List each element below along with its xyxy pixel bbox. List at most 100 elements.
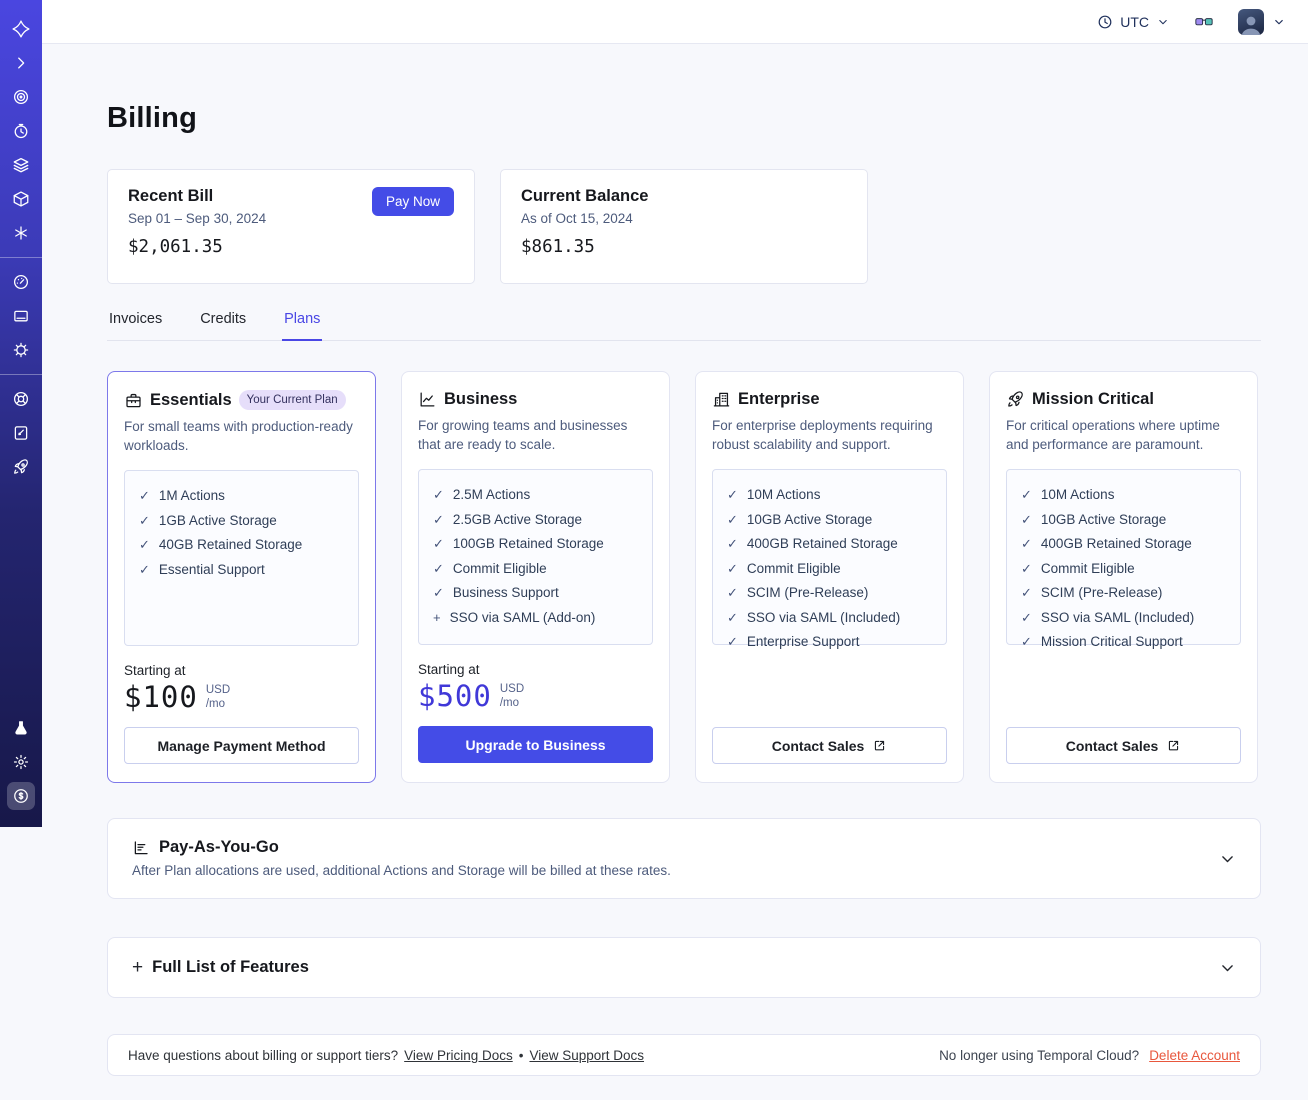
view-support-docs-link[interactable]: View Support Docs: [529, 1047, 645, 1063]
current-balance-card: Current Balance As of Oct 15, 2024 $861.…: [500, 169, 868, 284]
feature-box: ✓ 10M Actions ✓ 10GB Active Storage ✓ 400GB…: [1006, 469, 1241, 649]
chevron-down-icon[interactable]: [1219, 850, 1236, 867]
price-currency: USD: [205, 683, 231, 696]
feature-item: ✓ Mission Critical Support: [1021, 634, 1183, 650]
page-title: Billing: [107, 102, 198, 134]
check-icon: ✓: [433, 560, 444, 576]
feature-item: ✓ Commit Eligible: [433, 560, 547, 576]
usage-gauge-icon[interactable]: [7, 268, 35, 296]
pay-as-you-go-accordion[interactable]: Pay-As-You-Go After Plan allocations are…: [107, 818, 1261, 900]
chevron-down-icon: [1159, 19, 1167, 24]
check-icon: ✓: [433, 536, 444, 552]
check-icon: ✓: [433, 511, 444, 527]
feature-item: ✓ 400GB Retained Storage: [1021, 536, 1192, 552]
building-icon: [713, 392, 730, 407]
sidebar-divider: [0, 257, 42, 258]
namespaces-icon[interactable]: [7, 83, 35, 111]
settings-gear-icon[interactable]: [7, 336, 35, 364]
chevron-down-icon[interactable]: [1219, 959, 1236, 976]
check-icon: ✓: [1021, 634, 1032, 650]
support-lifebuoy-icon[interactable]: [7, 385, 35, 413]
timezone-selector[interactable]: UTC: [1097, 14, 1170, 30]
external-link-icon: [875, 741, 885, 751]
labs-flask-icon[interactable]: [7, 714, 35, 742]
full-features-accordion[interactable]: + Full List of Features: [107, 937, 1261, 999]
current-balance-amount: $861.35: [521, 237, 595, 257]
feature-item: ✓ SSO via SAML (Included): [1021, 609, 1195, 625]
pay-now-button[interactable]: Pay Now: [371, 187, 454, 216]
delete-question: No longer using Temporal Cloud?: [939, 1047, 1140, 1063]
feature-item: ✓ 2.5M Actions: [433, 487, 531, 503]
check-icon: ✓: [139, 488, 150, 504]
check-icon: ✓: [727, 634, 738, 650]
tab-credits[interactable]: Credits: [200, 311, 247, 327]
billing-dollar-icon[interactable]: [7, 782, 35, 810]
chevron-down-icon: [1275, 19, 1283, 24]
docs-book-icon[interactable]: [7, 419, 35, 447]
delete-account-link[interactable]: Delete Account: [1149, 1047, 1240, 1063]
plan-card-business: Business For growing teams and businesse…: [401, 371, 670, 784]
accordion-title: Pay-As-You-Go: [159, 838, 279, 857]
check-icon: ✓: [727, 511, 738, 527]
clock-icon: [1098, 15, 1112, 28]
dot-separator: •: [518, 1047, 524, 1063]
check-icon: ✓: [139, 537, 150, 553]
external-link-icon: [1169, 741, 1179, 751]
schedules-icon[interactable]: [7, 117, 35, 145]
feature-item: ✓ SCIM (Pre-Release): [1021, 585, 1163, 601]
view-pricing-docs-link[interactable]: View Pricing Docs: [404, 1047, 513, 1063]
tab-invoices[interactable]: Invoices: [109, 311, 163, 327]
temporal-logo-icon[interactable]: [7, 15, 35, 43]
check-icon: ✓: [433, 487, 444, 503]
check-icon: ✓: [139, 512, 150, 528]
contact-sales-button[interactable]: Contact Sales: [1006, 727, 1241, 765]
feature-item: ✓ 100GB Retained Storage: [433, 536, 604, 552]
feature-item: ✓ 1GB Active Storage: [139, 512, 277, 528]
price-period: /mo: [205, 698, 226, 711]
plan-name: Essentials: [150, 390, 232, 409]
price-currency: USD: [499, 682, 525, 695]
feature-item: ✓ 1M Actions: [139, 488, 225, 504]
user-menu[interactable]: [1238, 8, 1286, 35]
feature-item: + SSO via SAML (Add-on): [433, 609, 596, 625]
getting-started-rocket-icon[interactable]: [7, 453, 35, 481]
upgrade-to-business-button[interactable]: Upgrade to Business: [418, 726, 653, 764]
feature-item: ✓ SSO via SAML (Included): [727, 609, 901, 625]
feature-item: ✓ Commit Eligible: [1021, 560, 1135, 576]
current-balance-date: As of Oct 15, 2024: [521, 211, 633, 226]
plan-card-enterprise: Enterprise For enterprise deployments re…: [695, 371, 964, 784]
plan-card-mission-critical: Mission Critical For critical operations…: [989, 371, 1258, 784]
check-icon: ✓: [1021, 560, 1032, 576]
feedback-glasses-icon[interactable]: [1190, 8, 1218, 36]
check-icon: ✓: [727, 536, 738, 552]
check-icon: ✓: [1021, 511, 1032, 527]
rocket-icon: [1008, 391, 1023, 407]
footer-question: Have questions about billing or support …: [128, 1047, 399, 1063]
check-icon: ✓: [139, 561, 150, 577]
plan-description: For growing teams and businesses that ar…: [418, 418, 628, 453]
plan-description: For critical operations where uptime and…: [1006, 418, 1220, 453]
tab-plans[interactable]: Plans: [282, 311, 323, 341]
deployments-cube-icon[interactable]: [7, 185, 35, 213]
check-icon: ✓: [433, 585, 444, 601]
feature-item: ✓ 40GB Retained Storage: [139, 537, 303, 553]
plus-icon: +: [433, 609, 441, 625]
check-icon: ✓: [1021, 585, 1032, 601]
price-label: Starting at: [124, 663, 186, 679]
price-amount: $100: [124, 680, 198, 715]
nexus-asterisk-icon[interactable]: [7, 219, 35, 247]
billing-card-icon[interactable]: [7, 302, 35, 330]
check-icon: ✓: [1021, 536, 1032, 552]
contact-sales-button[interactable]: Contact Sales: [712, 727, 947, 765]
price-amount: $500: [418, 679, 492, 714]
plan-description: For small teams with production-ready wo…: [124, 419, 353, 454]
feature-box: ✓ 10M Actions ✓ 10GB Active Storage ✓ 400GB…: [712, 469, 947, 649]
manage-payment-method-button[interactable]: Manage Payment Method: [124, 727, 359, 765]
feature-item: ✓ 10GB Active Storage: [1021, 511, 1167, 527]
check-icon: ✓: [727, 487, 738, 503]
feature-item: ✓ 10GB Active Storage: [727, 511, 873, 527]
theme-sun-icon[interactable]: [7, 748, 35, 776]
expand-sidebar-icon[interactable]: [7, 49, 35, 77]
layers-icon[interactable]: [7, 151, 35, 179]
feature-item: ✓ SCIM (Pre-Release): [727, 585, 869, 601]
